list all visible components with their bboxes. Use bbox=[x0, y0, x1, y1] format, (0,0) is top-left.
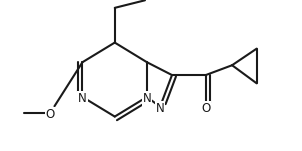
Text: N: N bbox=[156, 102, 164, 115]
Text: N: N bbox=[143, 92, 151, 105]
Text: O: O bbox=[46, 108, 55, 121]
Text: N: N bbox=[78, 92, 87, 105]
Text: O: O bbox=[201, 102, 210, 115]
